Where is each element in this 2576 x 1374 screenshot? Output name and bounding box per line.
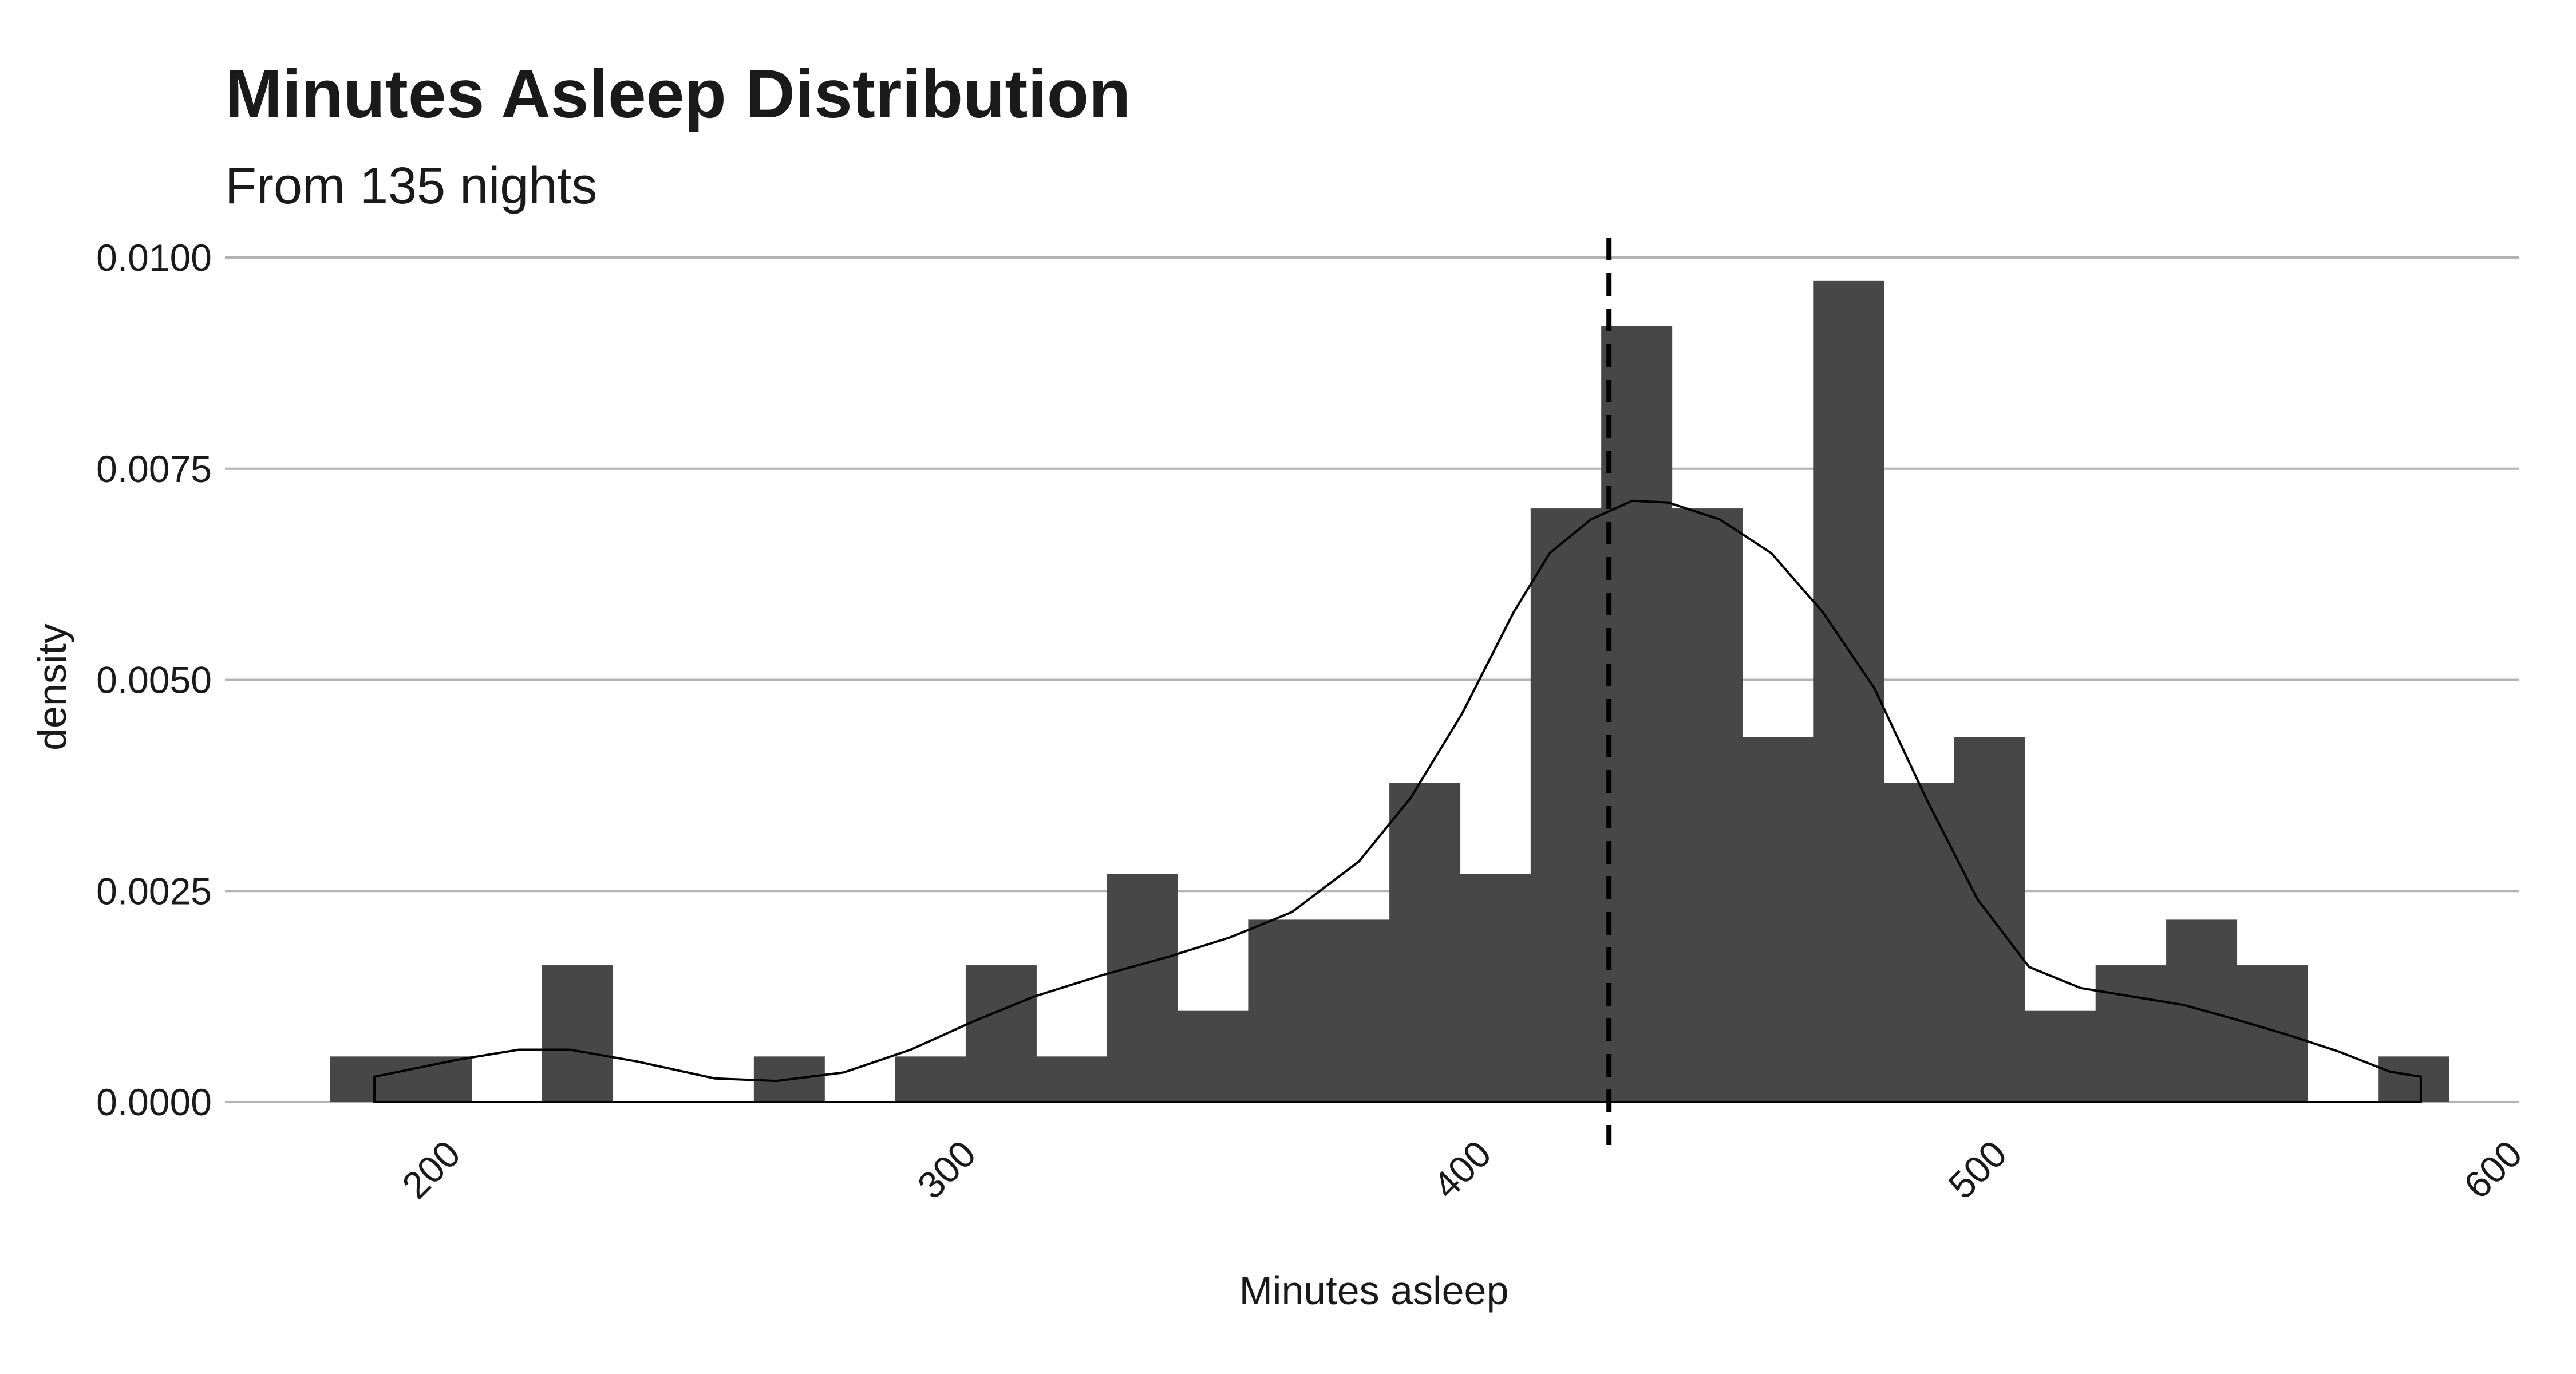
histogram-bar (542, 965, 613, 1102)
y-axis-ticks: 0.0000 0.0025 0.0050 0.0075 0.0100 (96, 236, 212, 1123)
histogram-bar (965, 965, 1037, 1102)
histogram-bar (1672, 508, 1743, 1103)
histogram-bar (1389, 783, 1461, 1102)
histogram-bar (1318, 919, 1390, 1102)
histogram-bar (1883, 783, 1955, 1102)
histogram-bar (2025, 1010, 2096, 1102)
y-axis-title: density (30, 623, 74, 751)
histogram-bar (1530, 508, 1602, 1103)
x-tick-label: 200 (394, 1132, 468, 1207)
histogram-bar (2378, 1056, 2449, 1102)
y-tick-label: 0.0000 (96, 1081, 212, 1123)
histogram-bar (2237, 965, 2308, 1102)
x-tick-label: 600 (2456, 1132, 2530, 1207)
histogram-bar (1178, 1010, 1249, 1102)
chart-title: Minutes Asleep Distribution (225, 56, 1131, 132)
x-tick-label: 500 (1940, 1132, 2014, 1207)
density-curve (373, 499, 2422, 1103)
histogram-bar (1036, 1056, 1108, 1102)
histogram-bar (1248, 919, 1319, 1102)
histogram-bar (2095, 965, 2167, 1102)
histogram-bar (1601, 326, 1673, 1102)
x-axis-ticks: 200 300 400 500 600 (394, 1132, 2530, 1207)
histogram-bar (895, 1056, 966, 1102)
histogram-bars (330, 280, 2449, 1103)
chart-subtitle: From 135 nights (225, 157, 597, 215)
histogram-bar (330, 1056, 401, 1102)
x-tick-label: 300 (909, 1132, 983, 1207)
y-tick-label: 0.0075 (96, 448, 212, 490)
histogram-bar (1460, 874, 1531, 1102)
histogram-bar (1742, 737, 1814, 1102)
y-tick-label: 0.0100 (96, 236, 212, 279)
y-tick-label: 0.0050 (96, 659, 212, 701)
x-axis-title: Minutes asleep (1239, 1268, 1509, 1313)
histogram-bar (1107, 874, 1178, 1102)
y-tick-label: 0.0025 (96, 870, 212, 912)
histogram-bar (1813, 280, 1884, 1103)
histogram-bar (1954, 737, 2025, 1102)
x-tick-label: 400 (1425, 1132, 1499, 1207)
